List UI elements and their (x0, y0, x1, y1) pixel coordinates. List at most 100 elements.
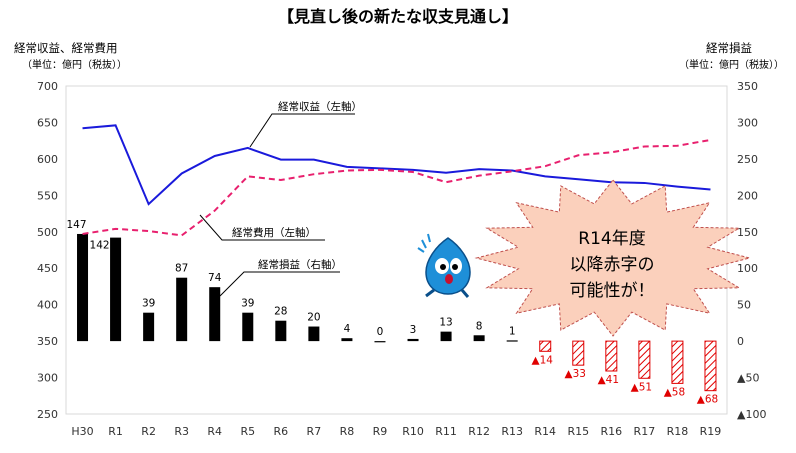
left-tick-label: 650 (37, 116, 58, 129)
chart-title: 【見直し後の新たな収支見通し】 (278, 7, 518, 26)
profit-bar-label: 13 (439, 317, 452, 329)
x-tick-label: H30 (71, 425, 93, 438)
x-tick-label: R6 (273, 425, 288, 438)
profit-bar-label: ▲68 (697, 394, 718, 406)
profit-bar-label: 39 (241, 298, 254, 310)
left-tick-label: 250 (37, 408, 58, 421)
profit-bar-label: 142 (90, 240, 110, 252)
profit-bar (605, 340, 618, 372)
right-tick-label: 150 (737, 226, 758, 239)
expense-series-callout: 経常費用（左軸） (199, 214, 325, 241)
profit-bar-label: 4 (344, 323, 351, 335)
x-tick-label: R2 (141, 425, 156, 438)
profit-bar-label: 74 (208, 272, 222, 284)
profit-bar (539, 340, 552, 352)
profit-bar-label: 87 (175, 263, 188, 275)
profit-bar (143, 312, 155, 342)
profit-bar (407, 338, 419, 342)
x-tick-label: R15 (567, 425, 589, 438)
revenue-line (82, 124, 711, 206)
x-tick-label: R12 (468, 425, 490, 438)
series-lines (82, 124, 711, 237)
x-tick-label: R5 (240, 425, 255, 438)
profit-series-label: 経常損益（右軸） (258, 258, 342, 271)
x-tick-label: R16 (601, 425, 623, 438)
profit-bar-label: 8 (476, 320, 483, 332)
callout-line-3: 可能性が！ (570, 281, 655, 301)
profit-bar (374, 341, 386, 343)
expense-series-label: 経常費用（左軸） (232, 226, 316, 239)
left-axis-ticks: 250 300 350 400 450 500 550 600 650 700 (37, 80, 58, 421)
right-tick-label: 250 (737, 153, 758, 166)
x-tick-label: R9 (373, 425, 388, 438)
right-tick-label: 300 (737, 116, 758, 129)
profit-bar (638, 340, 651, 379)
profit-bar (572, 340, 585, 366)
left-tick-label: 400 (37, 299, 58, 312)
x-tick-label: R8 (340, 425, 355, 438)
profit-bar-label: 39 (142, 298, 155, 310)
profit-bar (506, 340, 518, 342)
profit-bar-label: 1 (509, 325, 516, 337)
right-tick-label: ▲50 (737, 372, 759, 385)
mascot-illustration (417, 233, 471, 298)
left-tick-label: 500 (37, 226, 58, 239)
right-tick-label: 50 (737, 299, 751, 312)
x-tick-label: R14 (534, 425, 556, 438)
profit-bar (671, 340, 684, 384)
profit-bar (473, 335, 485, 342)
x-tick-label: R7 (307, 425, 322, 438)
profit-bar (176, 277, 188, 342)
x-tick-label: R18 (667, 425, 689, 438)
x-tick-label: R13 (501, 425, 523, 438)
left-tick-label: 550 (37, 189, 58, 202)
right-tick-label: 100 (737, 262, 758, 275)
left-tick-label: 450 (37, 262, 58, 275)
profit-bar-label: 3 (410, 324, 417, 336)
x-tick-label: R19 (700, 425, 722, 438)
x-tick-label: R17 (634, 425, 656, 438)
expense-line (82, 138, 711, 237)
profit-bar-label: ▲14 (532, 354, 554, 366)
right-tick-label: 350 (737, 80, 758, 93)
right-axis-unit: （単位：億円（税抜）） (679, 58, 784, 71)
left-tick-label: 700 (37, 80, 58, 93)
left-tick-label: 600 (37, 153, 58, 166)
profit-bar (242, 312, 254, 342)
x-tick-label: R11 (435, 425, 457, 438)
x-tick-label: R1 (108, 425, 123, 438)
profit-bar (77, 233, 89, 342)
profit-bar (704, 340, 717, 392)
deficit-callout: R14年度 以降赤字の 可能性が！ (474, 179, 752, 337)
callout-line-2: 以降赤字の (570, 255, 655, 275)
right-tick-label: 200 (737, 189, 758, 202)
profit-bar (275, 320, 287, 342)
right-axis-ticks: ▲100 ▲50 0 50 100 150 200 250 300 350 (737, 80, 766, 421)
x-tick-label: R4 (207, 425, 222, 438)
profit-bars (77, 233, 717, 392)
profit-series-callout: 経常損益（右軸） (219, 258, 342, 297)
profit-bar-label: 0 (377, 326, 384, 338)
left-axis-unit: （単位：億円（税抜）） (22, 58, 127, 71)
profit-bar-label: ▲33 (565, 368, 586, 380)
x-axis-ticks: H30 R1 R2 R3 R4 R5 R6 R7 R8 R9 R10 R11 R12 R13 R14 R15 R… (71, 425, 721, 438)
revenue-series-callout: 経常収益（左軸） (249, 100, 362, 148)
left-axis-label: 経常収益、経常費用 (14, 41, 118, 55)
x-tick-label: R3 (174, 425, 189, 438)
x-tick-label: R10 (402, 425, 424, 438)
revenue-series-label: 経常収益（左軸） (278, 100, 362, 113)
profit-bar-label: ▲58 (664, 386, 685, 398)
left-tick-label: 300 (37, 372, 58, 385)
left-tick-label: 350 (37, 335, 58, 348)
right-tick-label: ▲100 (737, 408, 766, 421)
profit-bar (209, 287, 221, 342)
right-axis-label: 経常損益 (706, 41, 752, 55)
profit-bar-label: ▲51 (631, 381, 652, 393)
profit-bar (341, 338, 353, 342)
right-tick-label: 0 (737, 335, 744, 348)
profit-bar-label: 147 (67, 219, 87, 231)
profit-bar (440, 331, 452, 342)
profit-bar (308, 326, 320, 342)
